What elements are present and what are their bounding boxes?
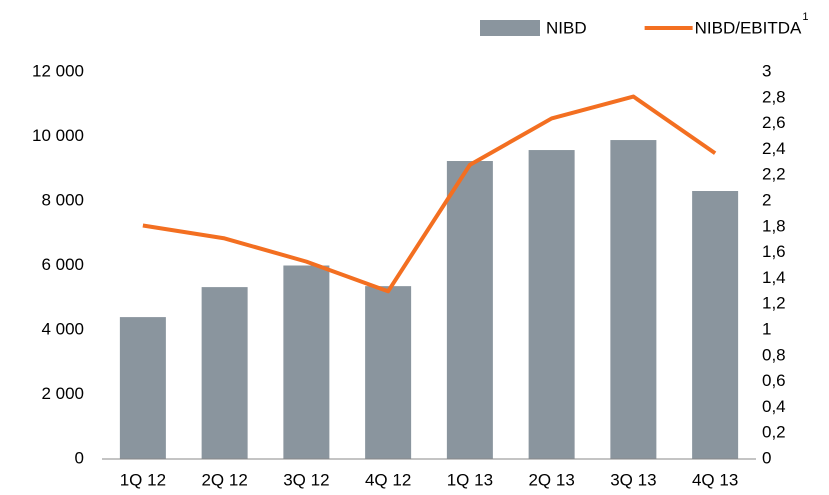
bar — [119, 317, 166, 459]
y-tick-label: 12 000 — [32, 61, 84, 80]
x-tick-label: 1Q 12 — [120, 470, 166, 489]
y2-tick-label: 3 — [762, 61, 771, 80]
bar — [528, 150, 575, 460]
y-tick-label: 2 000 — [41, 384, 84, 403]
y2-tick-label: 0,2 — [762, 423, 786, 442]
y2-tick-label: 2 — [762, 190, 771, 209]
legend-label: NIBD/EBITDA — [695, 18, 802, 37]
x-tick-label: 2Q 12 — [201, 470, 247, 489]
y2-tick-label: 2,6 — [762, 113, 786, 132]
x-tick-label: 4Q 13 — [692, 470, 738, 489]
y2-tick-label: 0 — [762, 448, 771, 467]
y2-tick-label: 0,8 — [762, 345, 786, 364]
legend-swatch — [480, 20, 540, 36]
y-tick-label: 0 — [75, 448, 84, 467]
y-tick-label: 4 000 — [41, 319, 84, 338]
y2-tick-label: 1,2 — [762, 294, 786, 313]
x-tick-label: 4Q 12 — [365, 470, 411, 489]
y2-tick-label: 1 — [762, 319, 771, 338]
y2-tick-label: 1,8 — [762, 216, 786, 235]
y-tick-label: 10 000 — [32, 126, 84, 145]
x-tick-label: 1Q 13 — [447, 470, 493, 489]
y-tick-label: 8 000 — [41, 190, 84, 209]
legend-footnote: 1 — [802, 11, 808, 23]
y2-tick-label: 1,4 — [762, 268, 786, 287]
bar — [446, 161, 493, 459]
x-tick-label: 3Q 12 — [283, 470, 329, 489]
x-tick-label: 2Q 13 — [528, 470, 574, 489]
x-tick-label: 3Q 13 — [610, 470, 656, 489]
bar — [365, 286, 412, 459]
legend-label: NIBD — [546, 18, 587, 37]
y-tick-label: 6 000 — [41, 255, 84, 274]
y2-tick-label: 1,6 — [762, 242, 786, 261]
bar — [283, 265, 330, 459]
y2-tick-label: 0,6 — [762, 371, 786, 390]
bar — [610, 140, 657, 460]
line-series — [142, 94, 717, 294]
bar — [201, 287, 248, 459]
bar — [692, 191, 739, 459]
y2-tick-label: 2,4 — [762, 139, 786, 158]
y2-tick-label: 0,4 — [762, 397, 786, 416]
y2-tick-label: 2,8 — [762, 87, 786, 106]
y2-tick-label: 2,2 — [762, 165, 786, 184]
